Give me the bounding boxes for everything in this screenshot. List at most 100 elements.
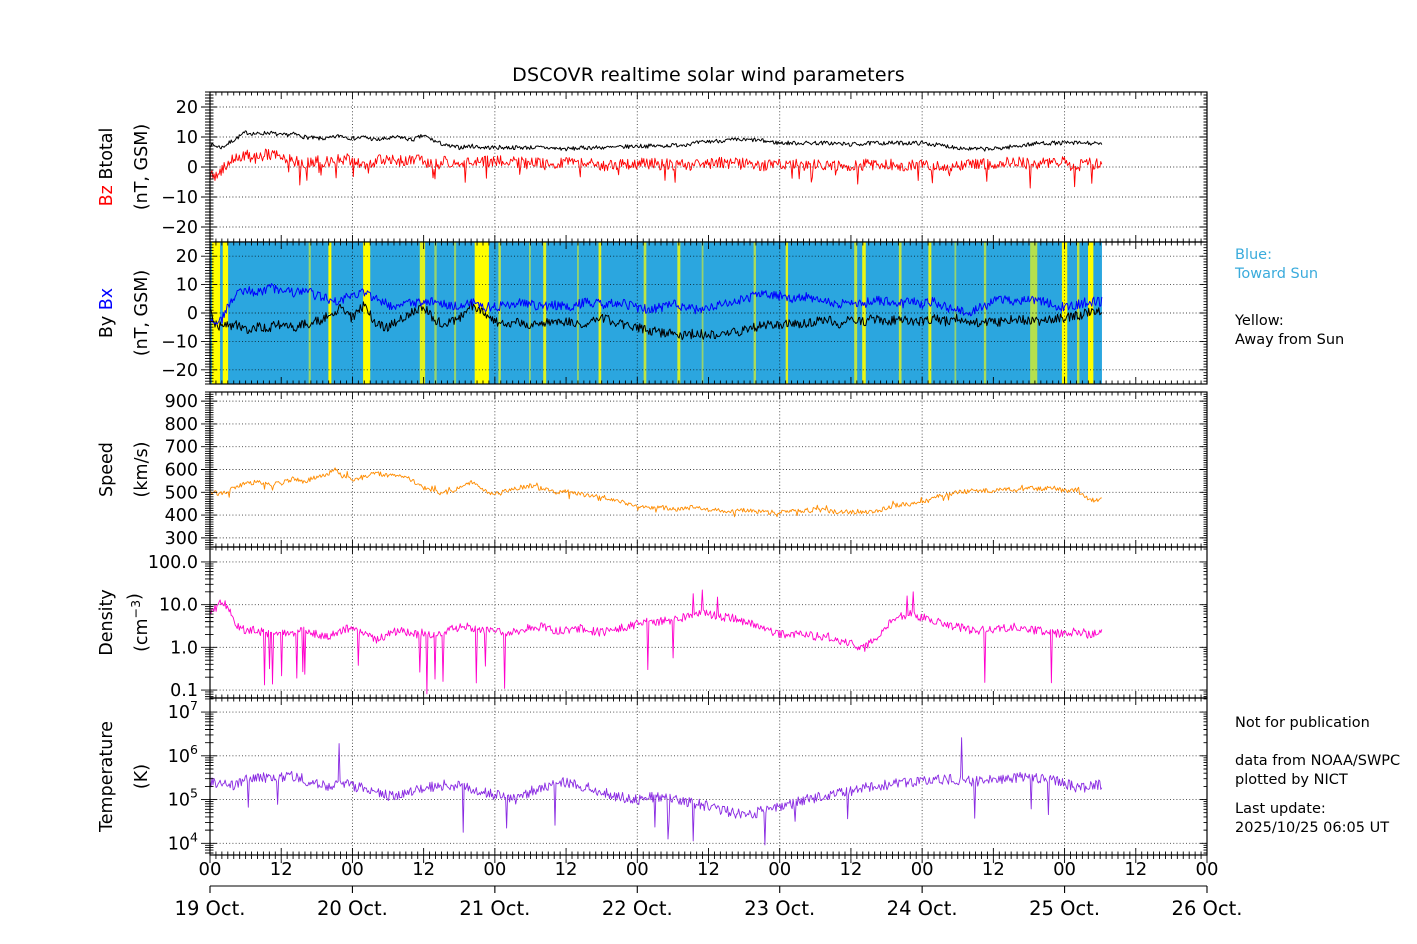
away-from-sun-stripe	[577, 242, 579, 384]
ytick-label: −10	[161, 332, 198, 352]
ytick-label: 600	[165, 461, 198, 481]
ytick-label: 10.0	[159, 596, 198, 616]
series-speed-line	[210, 467, 1102, 518]
away-from-sun-stripe	[222, 242, 229, 384]
ytick-label: 0.1	[170, 681, 198, 701]
series-btotal-line	[210, 130, 1103, 152]
hour-tick-label: 12	[270, 859, 293, 880]
away-from-sun-stripe	[1030, 242, 1038, 384]
toward-sun-background	[210, 242, 1102, 384]
ytick-label: 104	[168, 829, 198, 854]
ytick-label: 1.0	[170, 638, 198, 658]
legend-blue-text: Toward Sun	[1235, 266, 1319, 282]
hour-tick-label: 00	[483, 859, 506, 880]
hour-tick-label: 12	[555, 859, 578, 880]
hour-tick-label: 00	[626, 859, 649, 880]
ytick-label: −20	[161, 361, 198, 381]
hour-tick-label: 00	[199, 859, 222, 880]
away-from-sun-stripe	[898, 242, 902, 384]
away-from-sun-stripe	[498, 242, 501, 384]
yaxis-unit-bfield: (nT, GSM)	[132, 124, 152, 210]
away-from-sun-stripe	[954, 242, 957, 384]
away-from-sun-stripe	[928, 242, 932, 384]
ytick-label: 107	[168, 698, 198, 723]
away-from-sun-stripe	[419, 242, 426, 384]
series-bz-line	[210, 148, 1103, 189]
yaxis-unit-density: (cm−3)	[125, 593, 152, 652]
legend-yellow-label: Yellow:	[1235, 313, 1284, 329]
hour-tick-label: 12	[412, 859, 435, 880]
away-from-sun-stripe	[434, 242, 437, 384]
ytick-label: 400	[165, 506, 198, 526]
away-from-sun-stripe	[474, 242, 489, 384]
hour-tick-label: 12	[839, 859, 862, 880]
yaxis-label-bxy: By Bx	[97, 288, 117, 338]
day-tick-label: 23 Oct.	[744, 897, 815, 920]
hour-tick-label: 00	[1053, 859, 1076, 880]
hour-tick-label: 00	[1196, 859, 1219, 880]
yaxis-label-temperature: Temperature	[97, 721, 117, 833]
hour-tick-label: 00	[768, 859, 791, 880]
yaxis-label-speed: Speed	[97, 442, 117, 497]
ytick-label: −10	[161, 188, 198, 208]
day-tick-label: 24 Oct.	[887, 897, 958, 920]
note-update-line2: 2025/10/25 06:05 UT	[1235, 820, 1390, 836]
yaxis-unit-speed: (km/s)	[132, 442, 152, 498]
away-from-sun-stripe	[454, 242, 457, 384]
day-tick-label: 20 Oct.	[317, 897, 388, 920]
yaxis-unit-temperature: (K)	[132, 764, 152, 789]
page-title: DSCOVR realtime solar wind parameters	[512, 64, 905, 86]
panel-density: 100.0 10.0 1.0 0.1 Density (cm−3)	[97, 546, 1208, 701]
ytick-label: 800	[165, 415, 198, 435]
ytick-label: 500	[165, 483, 198, 503]
away-from-sun-stripe	[528, 242, 531, 384]
note-source: data from NOAA/SWPC plotted by NICT	[1235, 752, 1400, 790]
series-temperature-line	[210, 737, 1103, 846]
note-source-line1: data from NOAA/SWPC	[1235, 753, 1401, 769]
hour-tick-label: 00	[911, 859, 934, 880]
day-tick-label: 25 Oct.	[1029, 897, 1100, 920]
legend-away-from-sun: Yellow: Away from Sun	[1235, 312, 1344, 350]
ytick-label: 10	[176, 128, 198, 148]
ytick-label: 105	[168, 786, 198, 811]
hour-tick-label: 12	[1124, 859, 1147, 880]
ytick-label: 20	[176, 98, 198, 118]
panel-bxy: 20 10 0 −10 −20 By Bx (nT, GSM)	[97, 241, 1208, 385]
hour-tick-label: 00	[341, 859, 364, 880]
panel-temperature: 107 106 105 104 Temperature (K)	[97, 697, 1208, 863]
ytick-label: 900	[165, 392, 198, 412]
day-tick-label: 21 Oct.	[459, 897, 530, 920]
away-from-sun-stripe	[862, 242, 866, 384]
ytick-label: −20	[161, 218, 198, 238]
yaxis-label-density: Density	[97, 589, 117, 656]
note-source-line2: plotted by NICT	[1235, 772, 1348, 788]
away-from-sun-stripe	[854, 242, 858, 384]
series-by-line	[210, 300, 1103, 341]
away-from-sun-stripe	[1077, 242, 1080, 384]
legend-blue-label: Blue:	[1235, 247, 1272, 263]
hour-tick-label: 12	[697, 859, 720, 880]
legend-yellow-text: Away from Sun	[1235, 332, 1345, 348]
legend-toward-sun: Blue: Toward Sun	[1235, 246, 1318, 284]
day-axis-line	[209, 885, 1208, 893]
panel-bfield: 20 10 0 −10 −20 Bz Btotal (nT, GSM)	[97, 91, 1208, 243]
day-tick-label: 26 Oct.	[1172, 897, 1243, 920]
day-tick-label: 22 Oct.	[602, 897, 673, 920]
ytick-label: 20	[176, 247, 198, 267]
away-from-sun-stripe	[598, 242, 602, 384]
yaxis-label-bfield: Bz Btotal	[97, 128, 117, 207]
ytick-label: 106	[168, 742, 198, 767]
ytick-label: 10	[176, 276, 198, 296]
ytick-label: 0	[187, 304, 198, 324]
away-from-sun-stripe	[363, 242, 371, 384]
ytick-label: 0	[187, 158, 198, 178]
time-axis: 00 12 00 12 00 12 00 12 00 12 00 12 00 12 00 19 Oct. 20 …	[175, 859, 1243, 920]
note-publication: Not for publication	[1235, 715, 1370, 731]
ytick-label: 100.0	[148, 553, 198, 573]
away-from-sun-stripe	[543, 242, 547, 384]
day-tick-label: 19 Oct.	[175, 897, 246, 920]
yaxis-unit-bxy: (nT, GSM)	[132, 270, 152, 356]
